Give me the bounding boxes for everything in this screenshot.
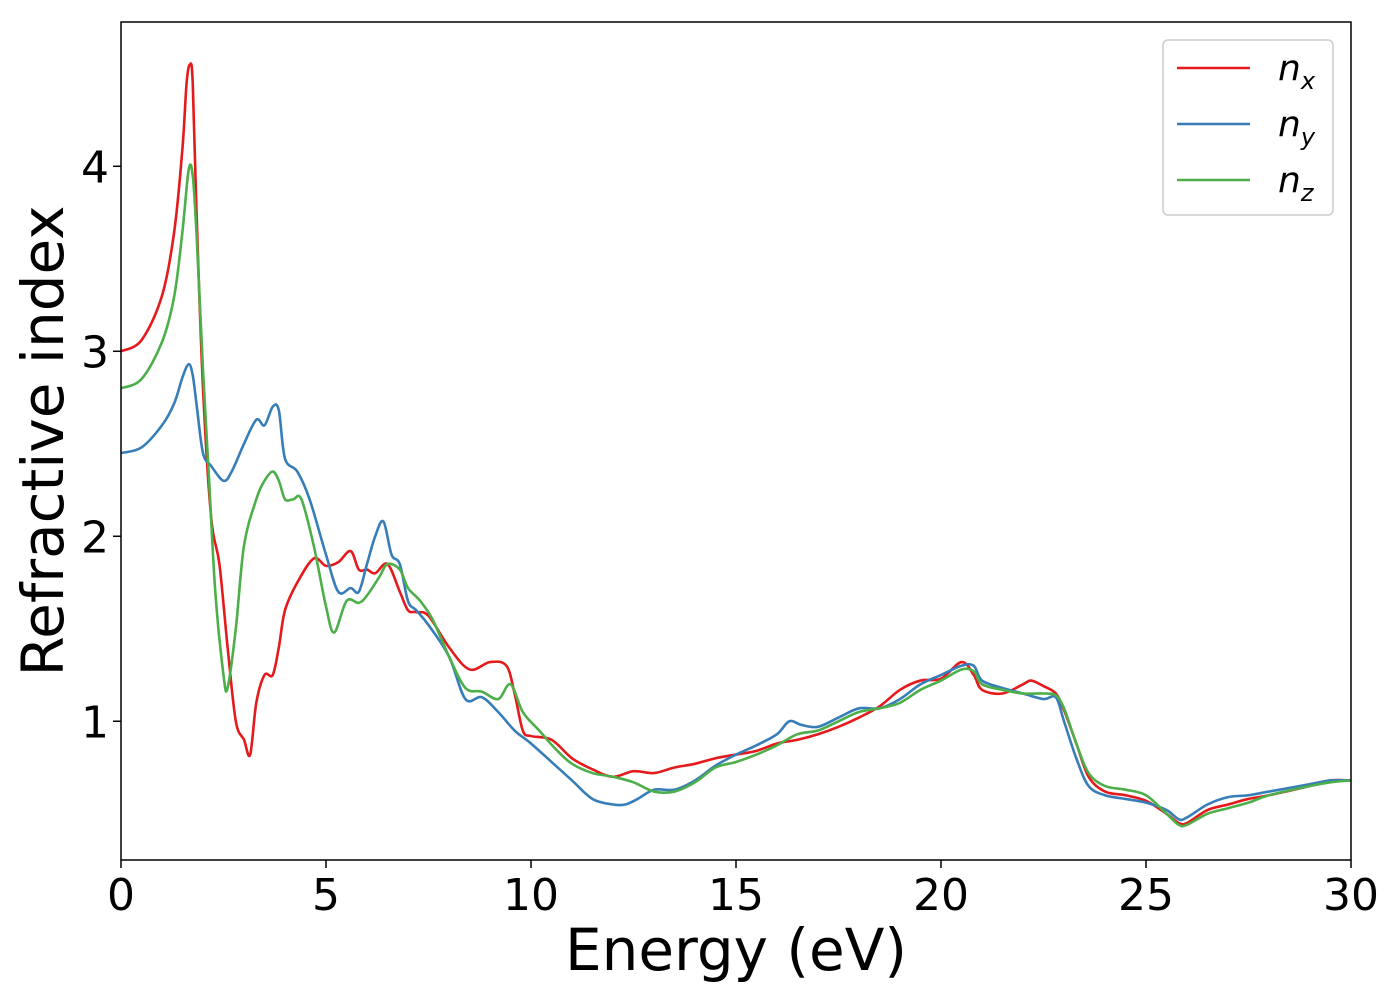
series-layer [121, 62, 1351, 828]
legend-box [1162, 39, 1334, 216]
x-tick-label: 0 [107, 870, 135, 921]
legend: nx ny nz [1162, 39, 1334, 216]
series-line-y [121, 362, 1351, 822]
y-tick-label: 4 [81, 142, 109, 193]
x-tick-label: 25 [1118, 870, 1174, 921]
ticks-layer: 0 5 10 15 20 25 30 1 2 3 4 [81, 142, 1379, 921]
series-line-z [121, 163, 1351, 828]
y-tick-label: 3 [81, 327, 109, 378]
x-axis-label: Energy (eV) [565, 916, 907, 984]
legend-label-y: ny [1278, 104, 1316, 151]
x-tick-label: 30 [1323, 870, 1379, 921]
legend-label-z: nz [1278, 160, 1315, 207]
x-tick-label: 10 [503, 870, 559, 921]
x-tick-label: 15 [708, 870, 764, 921]
x-tick-label: 5 [312, 870, 340, 921]
y-axis-label: Refractive index [9, 205, 77, 676]
x-tick-label: 20 [913, 870, 969, 921]
legend-label-x: nx [1278, 48, 1316, 95]
y-tick-label: 1 [81, 697, 109, 748]
y-tick-label: 2 [81, 512, 109, 563]
